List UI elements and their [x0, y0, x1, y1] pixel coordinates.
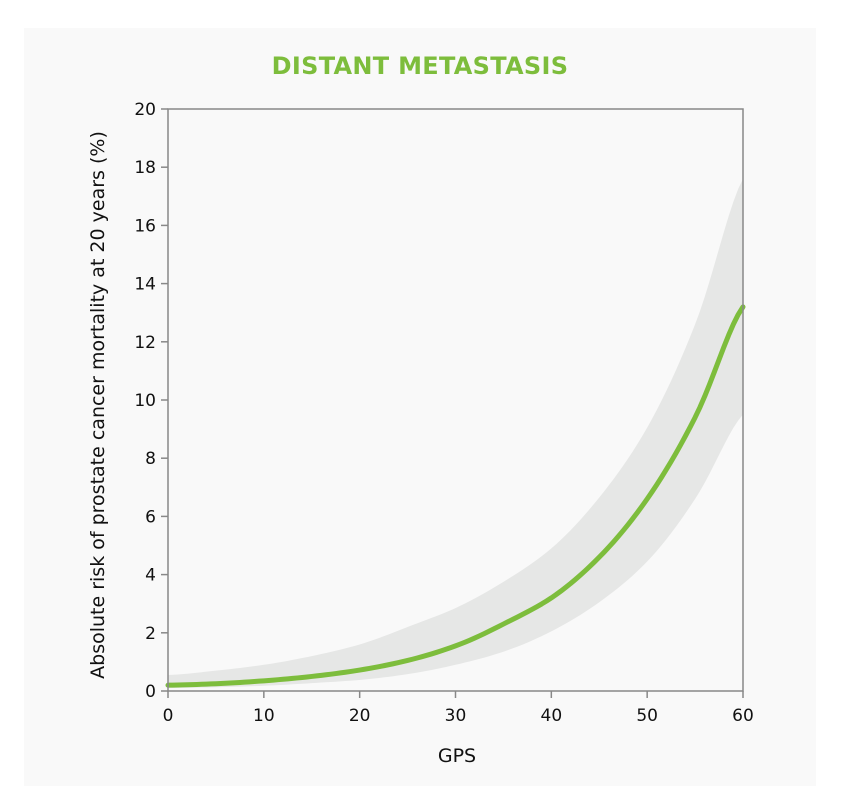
- y-tick-label: 16: [134, 216, 156, 236]
- x-tick-label: 10: [253, 706, 275, 726]
- y-tick-label: 2: [145, 624, 156, 644]
- y-tick-label: 8: [145, 449, 156, 469]
- y-tick-label: 6: [145, 507, 156, 527]
- y-tick-label: 0: [145, 682, 156, 702]
- y-tick-label: 20: [134, 100, 156, 120]
- plot-frame: [167, 108, 744, 692]
- x-tick-label: 20: [349, 706, 371, 726]
- confidence-band: [168, 178, 743, 689]
- x-tick-label: 30: [445, 706, 467, 726]
- y-tick-label: 14: [134, 275, 156, 295]
- y-axis-title: Absolute risk of prostate cancer mortali…: [87, 131, 109, 679]
- y-tick-label: 12: [134, 333, 156, 353]
- x-tick-label: 40: [541, 706, 563, 726]
- chart-title: DISTANT METASTASIS: [271, 52, 569, 80]
- x-axis-title: GPS: [438, 745, 476, 767]
- y-tick-label: 4: [145, 566, 156, 586]
- y-tick-label: 18: [134, 158, 156, 178]
- x-tick-label: 60: [732, 706, 754, 726]
- y-tick-label: 10: [134, 391, 156, 411]
- risk-line: [165, 304, 746, 688]
- x-tick-label: 50: [636, 706, 658, 726]
- x-tick-label: 0: [163, 706, 174, 726]
